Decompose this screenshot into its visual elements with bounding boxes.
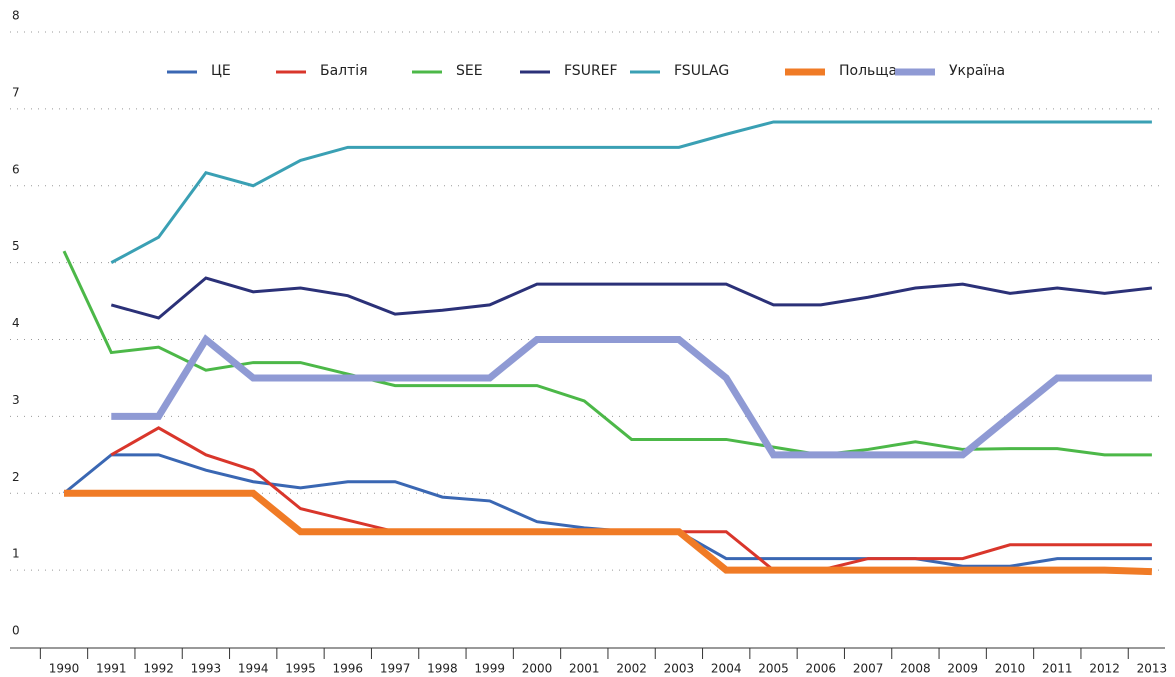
y-tick-label: 8 bbox=[12, 9, 20, 23]
x-tick-label: 2011 bbox=[1042, 662, 1073, 676]
legend-label: SEE bbox=[456, 63, 483, 79]
y-tick-label: 2 bbox=[12, 470, 20, 484]
x-tick-label: 1992 bbox=[143, 662, 174, 676]
legend-label: Україна bbox=[949, 63, 1005, 79]
series-line bbox=[110, 276, 1153, 320]
x-tick-label: 2004 bbox=[711, 662, 742, 676]
series-line bbox=[110, 120, 1152, 264]
y-tick-label: 7 bbox=[12, 85, 20, 99]
x-tick-label: 1990 bbox=[49, 662, 80, 676]
x-tick-label: 2003 bbox=[664, 662, 695, 676]
x-tick-label: 2012 bbox=[1089, 662, 1120, 676]
x-tick-label: 1993 bbox=[191, 662, 222, 676]
x-tick-label: 2001 bbox=[569, 662, 600, 676]
x-tick-label: 2008 bbox=[900, 662, 931, 676]
legend-label: FSUREF bbox=[564, 63, 618, 79]
y-tick-label: 3 bbox=[12, 393, 20, 407]
x-tick-label: 2009 bbox=[947, 662, 978, 676]
x-tick-label: 2002 bbox=[616, 662, 647, 676]
y-tick-label: 6 bbox=[12, 162, 20, 176]
x-tick-label: 1995 bbox=[285, 662, 316, 676]
x-tick-label: 1999 bbox=[474, 662, 505, 676]
legend-label: ЦЕ bbox=[211, 63, 231, 79]
x-tick-label: 2005 bbox=[758, 662, 789, 676]
y-tick-label: 1 bbox=[12, 547, 20, 561]
x-tick-label: 2013 bbox=[1137, 662, 1168, 676]
legend-label: FSULAG bbox=[674, 63, 729, 79]
x-tick-label: 2007 bbox=[853, 662, 884, 676]
x-tick-label: 1991 bbox=[96, 662, 127, 676]
x-tick-label: 1996 bbox=[333, 662, 364, 676]
y-tick-label: 4 bbox=[12, 316, 20, 330]
x-tick-label: 2010 bbox=[995, 662, 1026, 676]
x-tick-label: 1994 bbox=[238, 662, 269, 676]
x-tick-label: 2000 bbox=[522, 662, 553, 676]
legend-label: Балтія bbox=[320, 63, 368, 79]
x-tick-label: 2006 bbox=[806, 662, 837, 676]
x-tick-label: 1997 bbox=[380, 662, 411, 676]
y-tick-label: 0 bbox=[12, 624, 20, 638]
series-line bbox=[111, 334, 1152, 459]
legend-label: Польща bbox=[839, 63, 897, 79]
series-line bbox=[64, 489, 1153, 576]
x-tick-label: 1998 bbox=[427, 662, 458, 676]
y-tick-label: 5 bbox=[12, 239, 20, 253]
